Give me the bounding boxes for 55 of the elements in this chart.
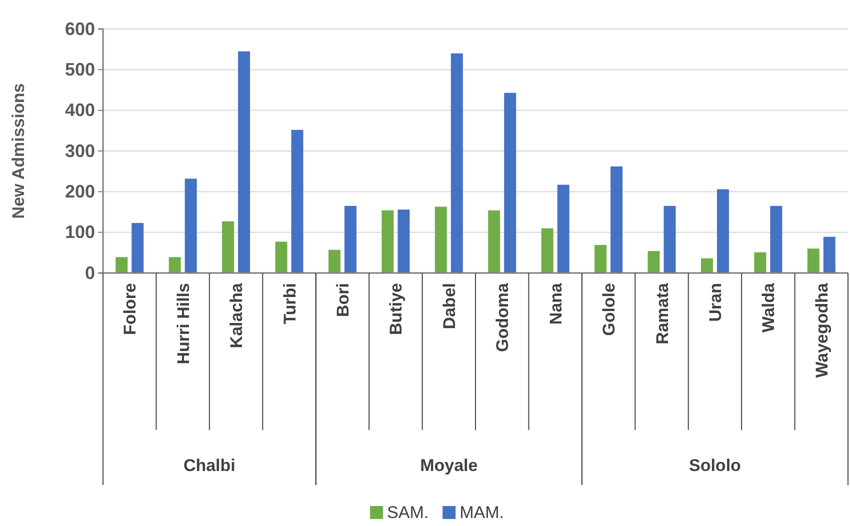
y-tick-label: 100 <box>64 222 95 242</box>
x-axis-title: Chalbi <box>183 456 236 475</box>
x-tick-label: Godoma <box>493 282 512 352</box>
x-axis-title: Moyale <box>420 456 478 475</box>
x-tick-label: Uran <box>706 283 725 322</box>
bar <box>184 178 197 273</box>
y-tick-label: 500 <box>64 59 95 80</box>
bar <box>398 210 410 273</box>
bar <box>716 189 729 273</box>
x-axis-title: Sololo <box>688 456 741 475</box>
bar <box>434 206 447 273</box>
x-tick-label: Hurri Hills <box>174 283 193 364</box>
bar <box>488 210 500 273</box>
bar <box>823 236 836 273</box>
bar <box>700 258 713 273</box>
bar <box>450 53 463 273</box>
bar <box>116 257 128 273</box>
x-tick-label: Turbi <box>280 283 300 324</box>
bar <box>594 244 607 273</box>
x-tick-label: Folore <box>120 283 140 335</box>
bar <box>664 206 676 273</box>
x-tick-label: Wayegodha <box>812 282 832 378</box>
bar <box>222 221 234 273</box>
bar <box>610 166 623 273</box>
y-axis-title: New Admissions <box>9 83 28 219</box>
bar <box>754 252 766 273</box>
bar <box>291 130 304 273</box>
x-tick-label: Bori <box>333 283 352 317</box>
x-tick-label: Dabel <box>440 283 459 330</box>
bar <box>557 184 570 273</box>
bar <box>275 242 288 273</box>
bar <box>238 51 250 273</box>
bar <box>328 250 340 273</box>
bar <box>382 210 394 273</box>
y-tick-label: 300 <box>64 140 95 161</box>
bar <box>648 251 660 273</box>
x-tick-label: Nana <box>546 282 566 325</box>
y-tick-label: 200 <box>64 181 95 202</box>
bar <box>132 222 144 273</box>
x-tick-label: Butiye <box>386 283 406 335</box>
bar <box>344 206 356 273</box>
legend-label: SAM. <box>387 503 429 522</box>
x-tick-label: Walda <box>759 282 778 332</box>
bar <box>504 92 516 273</box>
y-tick-label: 0 <box>84 262 95 283</box>
bar <box>770 206 782 273</box>
x-tick-label: Golole <box>600 283 619 336</box>
legend-label: MAM. <box>460 503 504 522</box>
x-tick-label: Ramata <box>652 282 672 344</box>
bar <box>168 257 181 273</box>
y-tick-label: 600 <box>64 18 95 39</box>
x-tick-label: Kalacha <box>227 282 246 348</box>
bar <box>541 228 554 273</box>
y-tick-label: 400 <box>64 100 95 120</box>
bar <box>807 248 820 273</box>
